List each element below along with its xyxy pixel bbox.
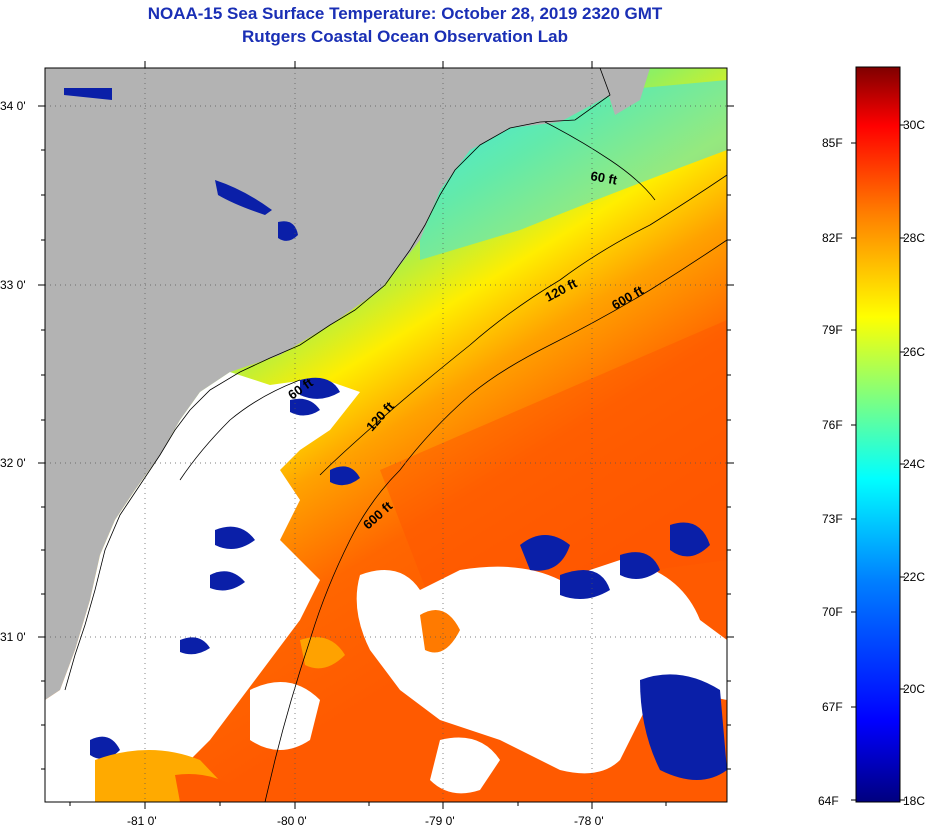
- contour-label-60ft-north: 60 ft: [589, 168, 619, 188]
- cbar-c-28: 28C: [903, 231, 925, 245]
- lat-label-32: 32 0': [0, 456, 26, 470]
- cbar-f-82: 82F: [822, 231, 843, 245]
- cloud-cover: [45, 372, 360, 802]
- cbar-c-18: 18C: [903, 794, 925, 808]
- map-subtitle: Rutgers Coastal Ocean Observation Lab: [242, 27, 568, 46]
- coastline: [64, 68, 611, 691]
- colorbar: [855, 66, 901, 803]
- lat-lon-grid: [45, 68, 727, 802]
- colorbar-ticks: [851, 124, 905, 801]
- cbar-f-73: 73F: [822, 512, 843, 526]
- axis-ticks: [38, 61, 734, 809]
- lon-label-81: -81 0': [127, 814, 157, 828]
- nearshore-cool-water: [420, 80, 727, 260]
- cbar-c-30: 30C: [903, 118, 925, 132]
- cbar-f-79: 79F: [822, 323, 843, 337]
- lon-label-80: -80 0': [277, 814, 307, 828]
- cbar-f-67: 67F: [822, 700, 843, 714]
- lon-label-79: -79 0': [425, 814, 455, 828]
- contour-600ft: [264, 239, 727, 802]
- cold-patches: [64, 88, 727, 780]
- cbar-c-22: 22C: [903, 570, 925, 584]
- land-mass: [45, 68, 610, 700]
- cbar-f-76: 76F: [822, 418, 843, 432]
- lat-label-34: 34 0': [0, 99, 26, 113]
- contour-120ft: [319, 174, 727, 476]
- cbar-f-64: 64F: [818, 794, 839, 808]
- gulf-stream: [380, 320, 727, 600]
- cbar-f-70: 70F: [822, 605, 843, 619]
- cbar-c-24: 24C: [903, 457, 925, 471]
- map-frame: [44, 67, 728, 803]
- contour-60ft: [179, 121, 656, 481]
- cbar-f-85: 85F: [822, 136, 843, 150]
- lat-label-31: 31 0': [0, 630, 26, 644]
- cbar-c-20: 20C: [903, 682, 925, 696]
- map-title: NOAA-15 Sea Surface Temperature: October…: [147, 4, 663, 23]
- lat-label-33: 33 0': [0, 278, 26, 292]
- cbar-c-26: 26C: [903, 345, 925, 359]
- lon-label-78: -78 0': [574, 814, 604, 828]
